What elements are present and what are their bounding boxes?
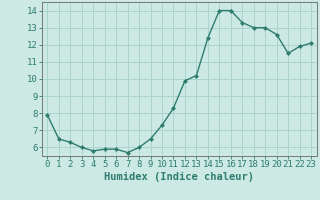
X-axis label: Humidex (Indice chaleur): Humidex (Indice chaleur) (104, 172, 254, 182)
